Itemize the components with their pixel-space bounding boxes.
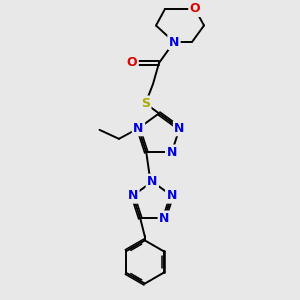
Text: N: N [147,175,158,188]
Text: S: S [141,97,150,110]
Text: O: O [190,2,200,16]
Text: N: N [174,122,185,135]
Text: N: N [159,212,169,225]
Text: N: N [133,122,144,135]
Text: N: N [167,146,177,159]
Text: O: O [127,56,137,70]
Text: N: N [167,189,177,202]
Text: N: N [128,189,138,202]
Text: N: N [169,35,179,49]
